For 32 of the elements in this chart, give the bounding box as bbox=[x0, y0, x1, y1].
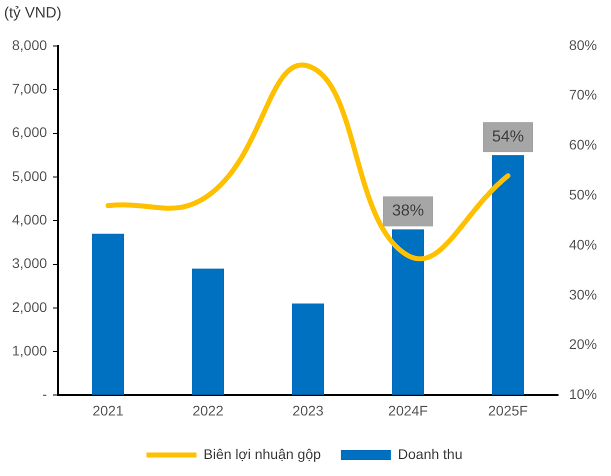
data-label: 38% bbox=[392, 202, 424, 220]
y2-tick-label: 30% bbox=[568, 286, 598, 302]
x-tick-label: 2021 bbox=[92, 402, 124, 418]
bar bbox=[192, 268, 224, 395]
y2-tick-label: 20% bbox=[568, 336, 598, 352]
x-tick-label: 2023 bbox=[292, 402, 324, 418]
y2-tick-label: 40% bbox=[568, 236, 598, 252]
y-tick-label: 2,000 bbox=[12, 298, 48, 315]
y-tick-label: 5,000 bbox=[12, 168, 48, 184]
bar bbox=[492, 155, 524, 395]
y2-tick-label: 10% bbox=[568, 386, 598, 402]
legend-label: Biên lợi nhuận gộp bbox=[204, 446, 322, 462]
y-tick-label: 6,000 bbox=[12, 124, 48, 140]
y-tick-label: 8,000 bbox=[12, 36, 48, 53]
y2-tick-label: 60% bbox=[568, 136, 598, 153]
y-tick-label: 3,000 bbox=[12, 255, 48, 272]
x-tick-label: 2022 bbox=[192, 402, 224, 418]
y-tick-label: 7,000 bbox=[12, 80, 48, 97]
bar bbox=[392, 229, 424, 395]
legend-label: Doanh thu bbox=[398, 446, 462, 462]
bar bbox=[292, 304, 324, 395]
x-tick-label: 2024F bbox=[388, 402, 428, 418]
y-tick-label: 4,000 bbox=[12, 211, 48, 228]
y2-tick-label: 50% bbox=[568, 186, 598, 203]
y2-tick-label: 70% bbox=[568, 86, 598, 103]
y2-tick-label: 80% bbox=[568, 36, 598, 53]
y-tick-label: 1,000 bbox=[12, 342, 48, 358]
x-tick-label: 2025F bbox=[488, 402, 528, 418]
y-tick-label: - bbox=[42, 386, 48, 402]
y-axis-title: (tỷ VND) bbox=[4, 4, 62, 22]
bar bbox=[92, 234, 124, 395]
data-label: 54% bbox=[492, 128, 524, 146]
